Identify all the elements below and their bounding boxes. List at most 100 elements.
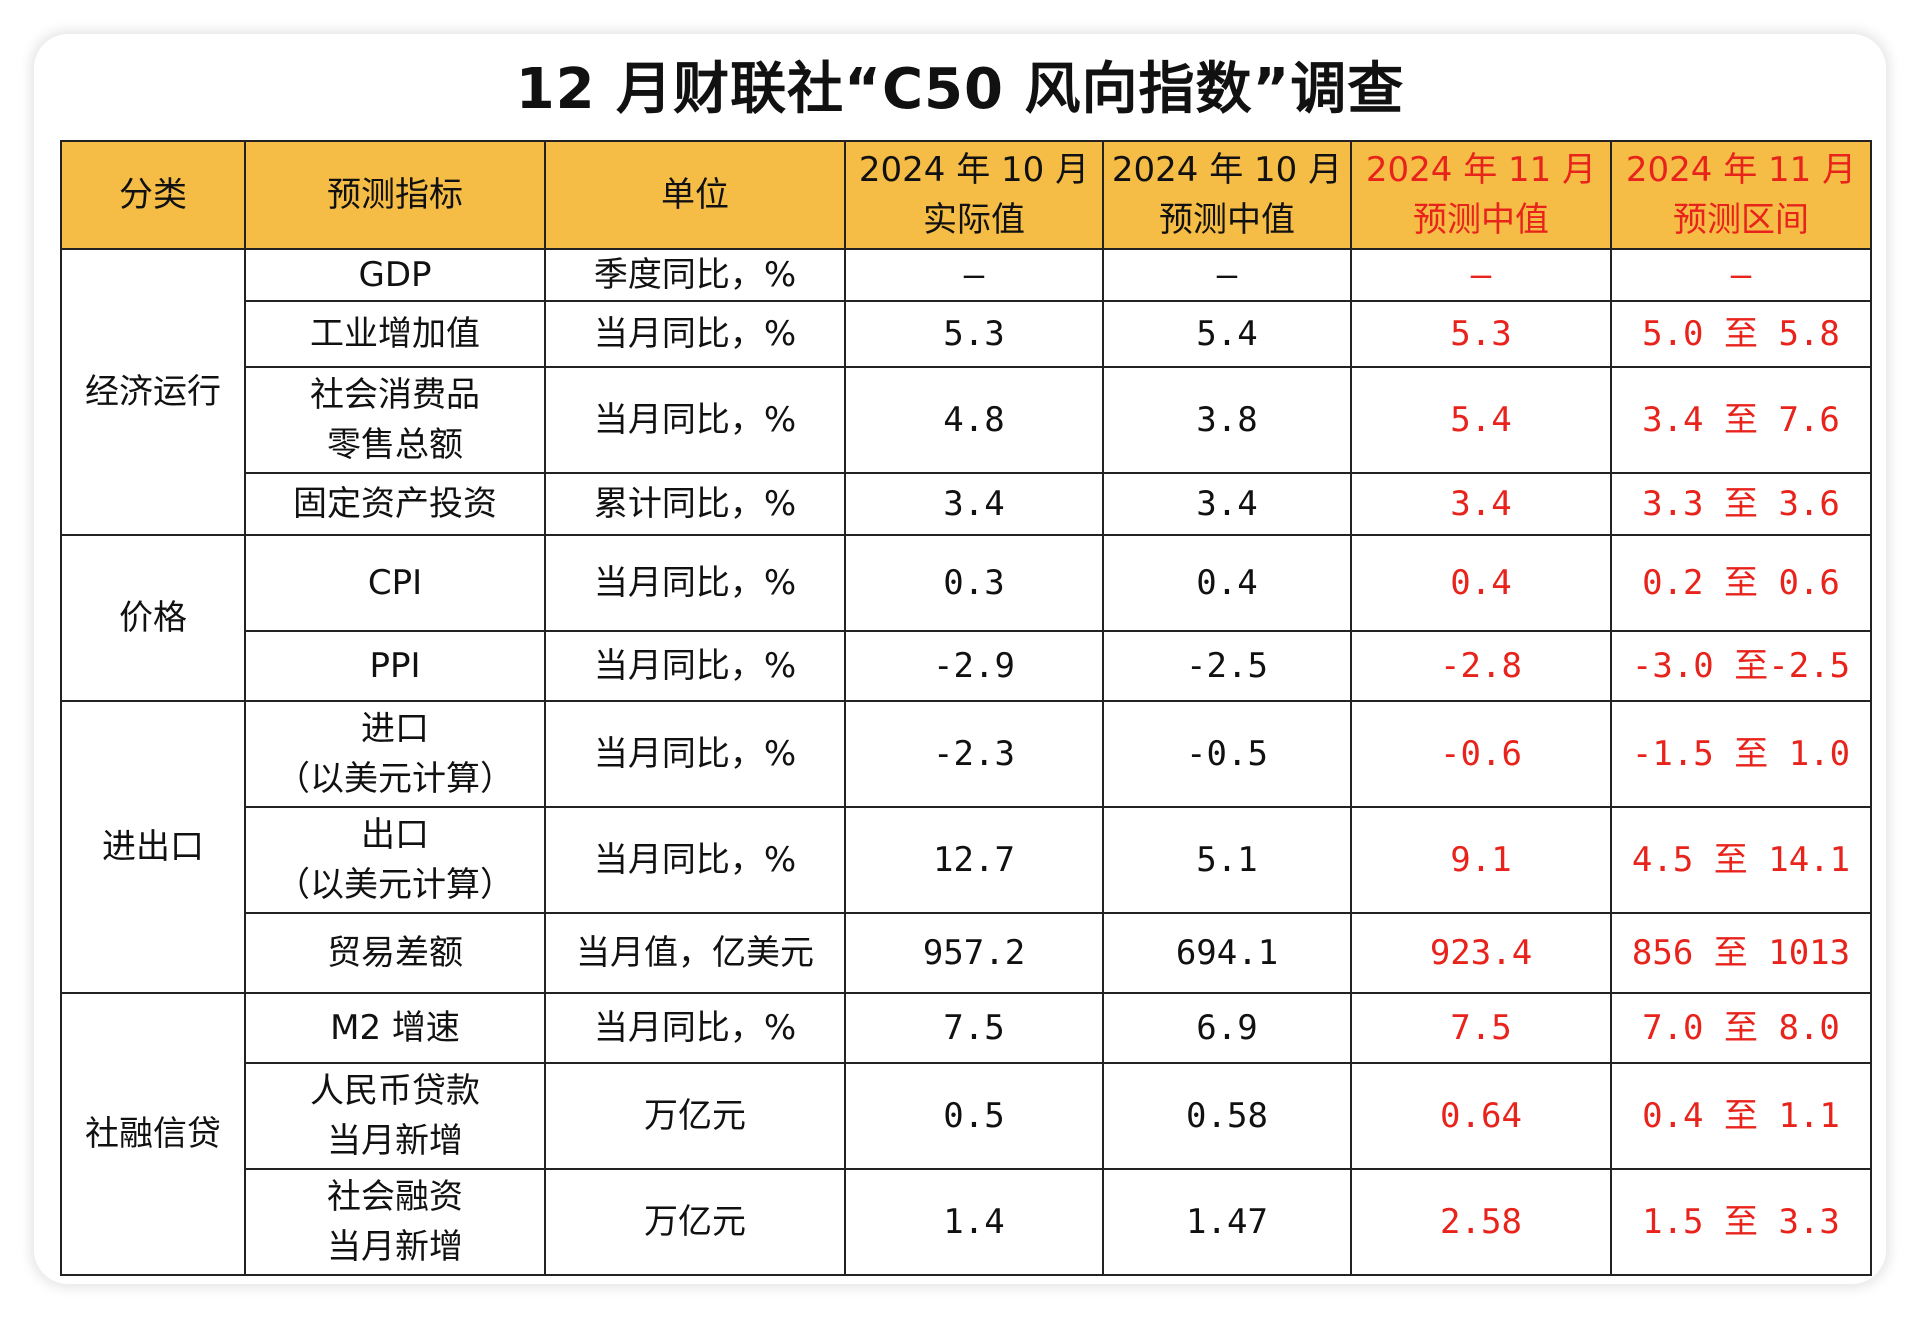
header-oct-actual-line1: 2024 年 10 月 xyxy=(858,150,1090,190)
header-nov-range: 2024 年 11 月 预测区间 xyxy=(1610,140,1872,250)
oct-actual-cell: 12.7 xyxy=(844,806,1104,914)
oct-actual-cell: -2.3 xyxy=(844,700,1104,808)
header-nov-median: 2024 年 11 月 预测中值 xyxy=(1350,140,1612,250)
page-title: 12 月财联社“C50 风向指数”调查 xyxy=(515,57,1405,122)
oct-forecast-cell: 0.4 xyxy=(1102,534,1352,632)
table-header-row: 分类 预测指标 单位 2024 年 10 月 实际值 2024 年 10 月 预… xyxy=(60,140,1872,250)
nov-range-cell: 1.5 至 3.3 xyxy=(1610,1168,1872,1276)
oct-forecast-cell: 694.1 xyxy=(1102,912,1352,994)
header-oct-forecast-line1: 2024 年 10 月 xyxy=(1111,150,1343,190)
oct-forecast-cell: 5.4 xyxy=(1102,300,1352,368)
nov-median-cell: 923.4 xyxy=(1350,912,1612,994)
nov-median-cell: 9.1 xyxy=(1350,806,1612,914)
oct-actual-cell: 4.8 xyxy=(844,366,1104,474)
nov-range-cell: 856 至 1013 xyxy=(1610,912,1872,994)
nov-range-cell: — xyxy=(1610,248,1872,302)
indicator-cell: 进口 （以美元计算） xyxy=(244,700,546,808)
indicator-cell: 出口 （以美元计算） xyxy=(244,806,546,914)
table-row: 固定资产投资 累计同比，% 3.4 3.4 3.4 3.3 至 3.6 xyxy=(61,472,1872,536)
indicator-cell: PPI xyxy=(244,630,546,702)
table-row: 社融信贷 M2 增速 当月同比，% 7.5 6.9 7.5 7.0 至 8.0 xyxy=(60,992,1872,1276)
header-nov-median-line1: 2024 年 11 月 xyxy=(1365,150,1597,190)
unit-cell: 当月同比，% xyxy=(544,366,846,474)
table-row: PPI 当月同比，% -2.9 -2.5 -2.8 -3.0 至-2.5 xyxy=(61,630,1872,702)
oct-forecast-cell: 6.9 xyxy=(1102,992,1352,1064)
header-unit: 单位 xyxy=(544,140,846,250)
nov-range-cell: 4.5 至 14.1 xyxy=(1610,806,1872,914)
indicator-line2: 零售总额 xyxy=(327,425,463,465)
nov-median-cell: 3.4 xyxy=(1350,472,1612,536)
indicator-line2: （以美元计算） xyxy=(276,759,514,799)
header-oct-actual-line2: 实际值 xyxy=(923,200,1025,240)
oct-actual-cell: 957.2 xyxy=(844,912,1104,994)
oct-actual-cell: 7.5 xyxy=(844,992,1104,1064)
unit-cell: 当月同比，% xyxy=(544,300,846,368)
nov-median-cell: 5.4 xyxy=(1350,366,1612,474)
header-oct-actual: 2024 年 10 月 实际值 xyxy=(844,140,1104,250)
oct-actual-cell: 0.5 xyxy=(844,1062,1104,1170)
nov-range-cell: 0.2 至 0.6 xyxy=(1610,534,1872,632)
unit-cell: 当月同比，% xyxy=(544,534,846,632)
indicator-line1: 进口 xyxy=(361,709,429,749)
oct-actual-cell: 0.3 xyxy=(844,534,1104,632)
table-row: 人民币贷款 当月新增 万亿元 0.5 0.58 0.64 0.4 至 1.1 xyxy=(61,1062,1872,1170)
unit-cell: 当月同比，% xyxy=(544,630,846,702)
nov-range-cell: 3.3 至 3.6 xyxy=(1610,472,1872,536)
indicator-line1: 人民币贷款 xyxy=(310,1071,480,1111)
indicator-line2: （以美元计算） xyxy=(276,865,514,905)
indicator-cell: CPI xyxy=(244,534,546,632)
indicator-line1: 社会消费品 xyxy=(310,375,480,415)
table-row: 工业增加值 当月同比，% 5.3 5.4 5.3 5.0 至 5.8 xyxy=(61,300,1872,368)
indicator-cell: 人民币贷款 当月新增 xyxy=(244,1062,546,1170)
unit-cell: 当月同比，% xyxy=(544,700,846,808)
oct-actual-cell: 1.4 xyxy=(844,1168,1104,1276)
header-nov-range-line2: 预测区间 xyxy=(1673,200,1809,240)
nov-range-cell: 5.0 至 5.8 xyxy=(1610,300,1872,368)
oct-actual-cell: -2.9 xyxy=(844,630,1104,702)
unit-cell: 当月同比，% xyxy=(544,992,846,1064)
oct-forecast-cell: 5.1 xyxy=(1102,806,1352,914)
oct-forecast-cell: — xyxy=(1102,248,1352,302)
unit-cell: 季度同比，% xyxy=(544,248,846,302)
unit-cell: 万亿元 xyxy=(544,1062,846,1170)
table-row: 出口 （以美元计算） 当月同比，% 12.7 5.1 9.1 4.5 至 14.… xyxy=(61,806,1872,914)
nov-range-cell: 0.4 至 1.1 xyxy=(1610,1062,1872,1170)
unit-cell: 当月同比，% xyxy=(544,806,846,914)
oct-actual-cell: — xyxy=(844,248,1104,302)
unit-cell: 当月值，亿美元 xyxy=(544,912,846,994)
indicator-line2: 当月新增 xyxy=(327,1121,463,1161)
nov-range-cell: -1.5 至 1.0 xyxy=(1610,700,1872,808)
header-oct-forecast: 2024 年 10 月 预测中值 xyxy=(1102,140,1352,250)
indicator-cell: 贸易差额 xyxy=(244,912,546,994)
oct-forecast-cell: 3.8 xyxy=(1102,366,1352,474)
oct-forecast-cell: -2.5 xyxy=(1102,630,1352,702)
header-nov-median-line2: 预测中值 xyxy=(1413,200,1549,240)
table-row: 社会融资 当月新增 万亿元 1.4 1.47 2.58 1.5 至 3.3 xyxy=(61,1168,1872,1276)
survey-table: 分类 预测指标 单位 2024 年 10 月 实际值 2024 年 10 月 预… xyxy=(60,140,1872,1276)
indicator-cell: 工业增加值 xyxy=(244,300,546,368)
category-credit: 社融信贷 xyxy=(60,992,246,1276)
oct-forecast-cell: 3.4 xyxy=(1102,472,1352,536)
header-oct-forecast-line2: 预测中值 xyxy=(1159,200,1295,240)
header-category: 分类 xyxy=(60,140,246,250)
category-economy: 经济运行 xyxy=(60,248,246,536)
header-indicator: 预测指标 xyxy=(244,140,546,250)
indicator-cell: 固定资产投资 xyxy=(244,472,546,536)
nov-range-cell: -3.0 至-2.5 xyxy=(1610,630,1872,702)
category-price: 价格 xyxy=(60,534,246,702)
nov-median-cell: 0.64 xyxy=(1350,1062,1612,1170)
table-row: 贸易差额 当月值，亿美元 957.2 694.1 923.4 856 至 101… xyxy=(61,912,1872,994)
indicator-line2: 当月新增 xyxy=(327,1227,463,1267)
header-nov-range-line1: 2024 年 11 月 xyxy=(1625,150,1857,190)
indicator-cell: 社会消费品 零售总额 xyxy=(244,366,546,474)
nov-median-cell: -2.8 xyxy=(1350,630,1612,702)
table-row: 社会消费品 零售总额 当月同比，% 4.8 3.8 5.4 3.4 至 7.6 xyxy=(61,366,1872,474)
oct-forecast-cell: 0.58 xyxy=(1102,1062,1352,1170)
nov-median-cell: 7.5 xyxy=(1350,992,1612,1064)
oct-forecast-cell: 1.47 xyxy=(1102,1168,1352,1276)
table-row: 进出口 进口 （以美元计算） 当月同比，% -2.3 -0.5 -0.6 -1.… xyxy=(60,700,1872,994)
category-trade: 进出口 xyxy=(60,700,246,994)
indicator-line1: 社会融资 xyxy=(327,1177,463,1217)
table-row: 价格 CPI 当月同比，% 0.3 0.4 0.4 0.2 至 0.6 xyxy=(60,534,1872,702)
nov-median-cell: 2.58 xyxy=(1350,1168,1612,1276)
